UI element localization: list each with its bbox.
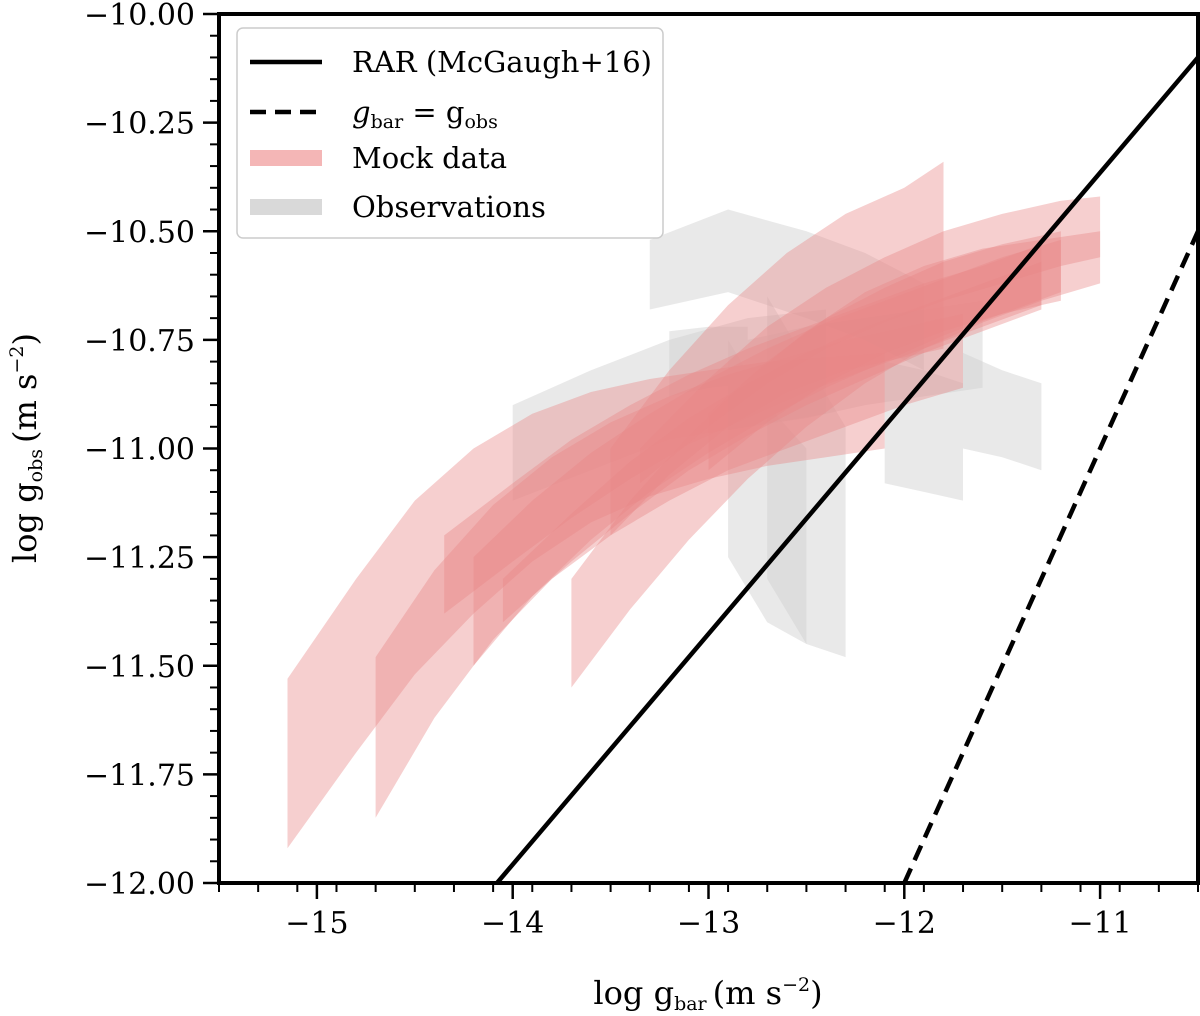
legend-swatch-mock xyxy=(250,150,322,166)
observations-band-4 xyxy=(728,339,807,644)
legend-label-rar: RAR (McGaugh+16) xyxy=(352,45,652,79)
legend-label-one-to-one: gbar = gobs xyxy=(352,95,498,133)
y-tick-label: −12.00 xyxy=(84,867,195,902)
observations-band-2 xyxy=(512,309,826,501)
y-axis-label: log gobs(m s−2) xyxy=(6,333,47,563)
mock-data-band-9 xyxy=(708,231,1061,471)
mock-data-band-4 xyxy=(473,239,1061,666)
axis-tick-labels: −15 −14 −13 −12 −11 −12.00 −11.75 −11.50 −11.25 −… xyxy=(84,0,1132,941)
x-axis-label: log gbar (m s−2) xyxy=(593,974,822,1015)
x-tick-label: −14 xyxy=(481,906,544,941)
one-to-one-line xyxy=(902,230,1198,883)
mock-data-band-6 xyxy=(571,231,1101,688)
y-tick-label: −10.75 xyxy=(84,324,195,359)
mock-data-band-1 xyxy=(287,352,885,849)
observations-band-5 xyxy=(767,296,846,658)
y-tick-label: −11.75 xyxy=(84,758,195,793)
mock-data-band-3 xyxy=(444,244,1042,614)
mock-data-bands xyxy=(287,161,1101,849)
legend-label-observations: Observations xyxy=(352,190,546,224)
mock-data-band-2 xyxy=(375,313,964,818)
rar-line xyxy=(495,55,1198,883)
legend: RAR (McGaugh+16) gbar = gobs Mock data O… xyxy=(236,27,664,239)
y-tick-label: −10.00 xyxy=(84,0,195,33)
x-tick-label: −15 xyxy=(285,906,348,941)
observations-band-3 xyxy=(747,300,983,427)
observations-band-7 xyxy=(963,352,1042,471)
x-tick-label: −13 xyxy=(677,906,740,941)
mock-data-band-8 xyxy=(610,161,944,536)
x-tick-label: −12 xyxy=(873,906,936,941)
plot-frame xyxy=(217,12,1200,885)
observations-band-8 xyxy=(669,326,748,397)
y-tick-label: −10.25 xyxy=(84,107,195,142)
mock-data-band-5 xyxy=(502,261,1042,623)
legend-box xyxy=(236,27,664,239)
observations-bands xyxy=(512,209,1042,658)
y-tick-label: −11.25 xyxy=(84,541,195,576)
axis-ticks xyxy=(203,12,1199,899)
mock-data-band-7 xyxy=(640,196,1101,484)
y-tick-label: −11.50 xyxy=(84,650,195,685)
legend-label-mock: Mock data xyxy=(352,141,507,175)
reference-lines xyxy=(495,55,1198,883)
y-tick-label: −11.00 xyxy=(84,433,195,468)
y-tick-label: −10.50 xyxy=(84,215,195,250)
observations-band-1 xyxy=(649,209,924,371)
legend-swatch-observations xyxy=(250,199,322,215)
observations-band-6 xyxy=(884,361,963,501)
x-tick-label: −11 xyxy=(1068,906,1131,941)
